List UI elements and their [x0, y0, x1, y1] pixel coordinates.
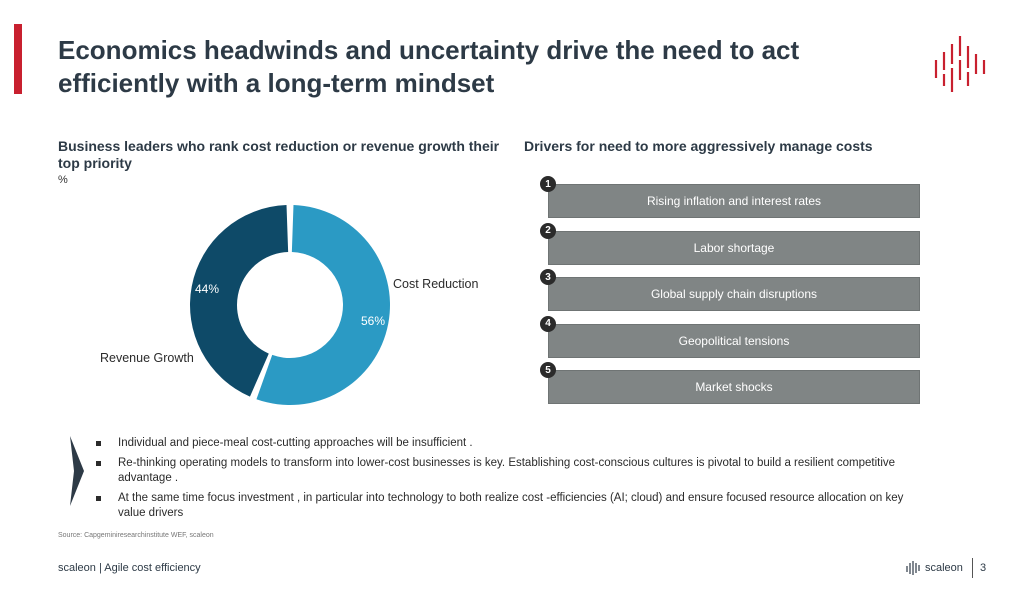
- footer-title: scaleon | Agile cost efficiency: [58, 562, 201, 574]
- page-number: 3: [980, 562, 987, 574]
- driver-number-badge: 1: [540, 176, 556, 192]
- bullet-icon: [96, 496, 101, 501]
- driver-number-badge: 5: [540, 362, 556, 378]
- driver-number-badge: 4: [540, 315, 556, 332]
- driver-label: Global supply chain disruptions: [548, 277, 920, 311]
- driver-number-badge: 3: [540, 269, 556, 285]
- driver-label: Labor shortage: [548, 230, 920, 265]
- driver-item: 3 Global supply chain disruptions: [540, 269, 920, 311]
- chevron-right-icon: [70, 436, 84, 506]
- driver-label: Market shocks: [548, 370, 920, 404]
- donut-slice-cost-reduction: [256, 205, 391, 405]
- donut-value-label: 56%: [361, 314, 385, 328]
- driver-item: 2 Labor shortage: [540, 222, 920, 265]
- drivers-list: 1 Rising inflation and interest rates 2 …: [540, 176, 920, 409]
- driver-item: 1 Rising inflation and interest rates: [540, 176, 920, 218]
- accent-bar: [14, 24, 22, 94]
- bullet-icon: [96, 461, 101, 466]
- chart-unit: %: [58, 174, 68, 186]
- footer-divider: [972, 558, 973, 578]
- legend-revenue-growth: Revenue Growth: [100, 351, 194, 365]
- key-takeaways-list: Individual and piece-meal cost-cutting a…: [96, 436, 926, 526]
- donut-slice-revenue-growth: [190, 205, 289, 397]
- list-item: At the same time focus investment , in p…: [96, 491, 926, 521]
- list-item: Individual and piece-meal cost-cutting a…: [96, 436, 926, 451]
- list-item: Re-thinking operating models to transfor…: [96, 456, 926, 486]
- drivers-heading: Drivers for need to more aggressively ma…: [524, 138, 873, 154]
- bullet-icon: [96, 441, 101, 446]
- slide-title: Economics headwinds and uncertainty driv…: [58, 35, 800, 98]
- driver-label: Geopolitical tensions: [548, 323, 920, 358]
- source-note: Source: Capgeminiresearchinstitute WEF, …: [58, 532, 214, 539]
- bullet-text: Re-thinking operating models to transfor…: [118, 457, 896, 484]
- driver-label: Rising inflation and interest rates: [548, 184, 920, 218]
- driver-number-badge: 2: [540, 222, 556, 239]
- footer-brand: scaleon: [925, 562, 963, 574]
- scaleon-logo-icon: [934, 36, 986, 92]
- driver-item: 5 Market shocks: [540, 362, 920, 404]
- donut-value-label: 44%: [195, 282, 219, 296]
- chart-heading: Business leaders who rank cost reduction…: [58, 138, 500, 171]
- donut-chart: 56% 44%: [170, 200, 410, 410]
- bullet-text: At the same time focus investment , in p…: [118, 492, 904, 519]
- scaleon-small-logo-icon: [906, 561, 920, 575]
- donut-svg: 56% 44%: [190, 205, 391, 405]
- legend-cost-reduction: Cost Reduction: [393, 277, 479, 291]
- bullet-text: Individual and piece-meal cost-cutting a…: [118, 437, 473, 449]
- driver-item: 4 Geopolitical tensions: [540, 315, 920, 358]
